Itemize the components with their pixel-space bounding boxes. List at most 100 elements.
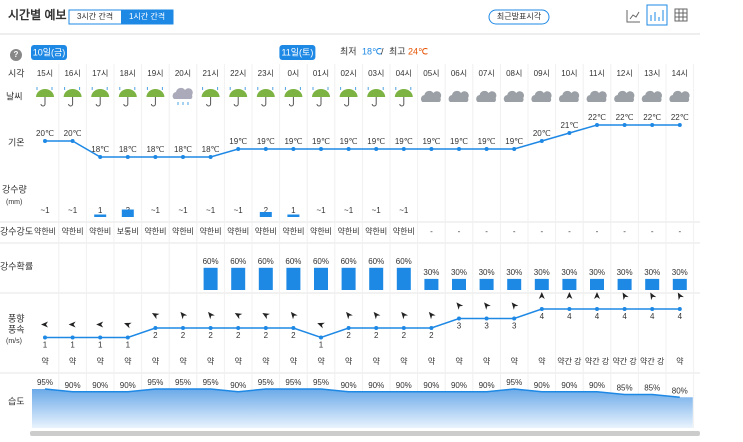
temp-label: 19℃ [229, 137, 247, 146]
prob-label: 60% [285, 257, 301, 266]
precip-label: ~1 [399, 206, 409, 215]
temp-label: 20℃ [64, 129, 82, 138]
prob-bar [617, 278, 632, 290]
humidity-label: 95% [285, 378, 301, 387]
date: 11일(토) [281, 47, 313, 57]
humidity-label: 90% [368, 381, 384, 390]
wind-point [43, 335, 47, 340]
precip-label: ~1 [178, 206, 188, 215]
humidity-label: 90% [534, 381, 550, 390]
wind-speed: 1 [70, 341, 75, 350]
intensity: 약한비 [282, 226, 304, 236]
wind-strength: 약 [483, 356, 491, 366]
wind-arrow [373, 311, 381, 320]
intensity: 약한비 [172, 226, 194, 236]
wind-speed: 2 [236, 331, 241, 340]
icon-drops [257, 87, 274, 90]
hour: 23시 [258, 69, 274, 78]
help[interactable]: ? [14, 50, 19, 59]
hour: 17시 [92, 69, 108, 78]
row-label: 강수강도 [0, 226, 33, 236]
icon-umbrella [118, 89, 137, 97]
precip-label: 1 [291, 206, 296, 215]
wind-point [236, 326, 241, 330]
wind-speed: 2 [153, 331, 158, 340]
humidity-label: 90% [589, 381, 605, 390]
row-label: 시각 [8, 67, 25, 78]
temp-point [181, 155, 185, 159]
button[interactable]: 최근발표시각 [497, 11, 542, 21]
humidity-label: 95% [147, 378, 163, 387]
date: 10일(금) [33, 47, 66, 57]
humidity-label: 90% [561, 381, 577, 390]
wind-point [650, 307, 655, 311]
wind-arrow [68, 321, 76, 328]
humidity-label: 80% [672, 386, 688, 395]
humidity-label: 90% [479, 381, 495, 390]
hour: 01시 [313, 69, 329, 78]
wind-arrow [346, 311, 353, 320]
icon-drops [312, 87, 329, 90]
wind-speed: 1 [319, 341, 324, 350]
date-badge [31, 45, 67, 60]
icon-cloud [558, 90, 580, 102]
icon-cloud [614, 90, 635, 102]
intensity: 약한비 [310, 226, 332, 236]
temp-point [236, 147, 241, 151]
wind-point [677, 307, 682, 311]
prob-bar [203, 267, 218, 290]
prob-bar [479, 278, 494, 290]
icon-drops [284, 87, 301, 90]
temp-point [429, 147, 434, 151]
wind-arrow [401, 311, 409, 320]
wind-strength: 약 [262, 356, 270, 366]
temp-point [677, 123, 682, 127]
temp-point [512, 147, 517, 151]
wind-strength: 약간 강 [612, 356, 637, 366]
icon-umbrella [284, 89, 303, 97]
hour: 14시 [672, 69, 688, 78]
intensity: 약한비 [365, 226, 387, 236]
prob-label: 30% [617, 268, 633, 277]
icon-handle [150, 97, 156, 107]
wind-speed: 4 [678, 312, 683, 321]
intensity: 약한비 [338, 226, 360, 236]
min-temp: 18℃ [362, 46, 382, 56]
wind-strength: 약 [676, 356, 684, 366]
temp-point [457, 147, 461, 151]
humidity-line [44, 388, 680, 398]
wind-speed: 2 [402, 331, 407, 340]
temp-point [319, 147, 323, 151]
intensity: 약한비 [393, 226, 415, 236]
wind-arrow [566, 292, 573, 299]
wind-point [98, 335, 103, 340]
scrollbar[interactable] [30, 431, 700, 436]
temp-label: 22℃ [643, 113, 661, 122]
hour: 19시 [147, 69, 163, 78]
view-icons[interactable] [626, 4, 688, 26]
icon-umbrella [256, 89, 275, 97]
help-icon[interactable] [10, 49, 22, 61]
prob-bar [534, 278, 549, 290]
humidity-label: 95% [37, 378, 53, 387]
humidity-label: 90% [396, 381, 412, 390]
hour: 06시 [451, 69, 467, 78]
icon-handle [206, 97, 212, 107]
hour: 13시 [644, 69, 660, 78]
prob-bar [231, 267, 246, 290]
temp-point [263, 147, 268, 151]
precip-label: ~1 [206, 206, 216, 215]
button-box[interactable] [488, 9, 550, 25]
wind-arrow [650, 292, 657, 301]
tab[interactable]: 3시간 간격 [77, 11, 113, 21]
hour: 11시 [589, 69, 605, 78]
row-label: 습도 [8, 396, 25, 406]
temp-label: 22℃ [671, 113, 689, 122]
wind-arrow [124, 322, 132, 329]
row-label: 날씨 [6, 91, 23, 101]
prob-label: 60% [396, 257, 412, 266]
tab[interactable]: 1시간 간격 [129, 11, 165, 21]
temp-label: 19℃ [450, 137, 468, 146]
max-label: 최고 [389, 46, 406, 56]
prob-bar [369, 267, 384, 290]
